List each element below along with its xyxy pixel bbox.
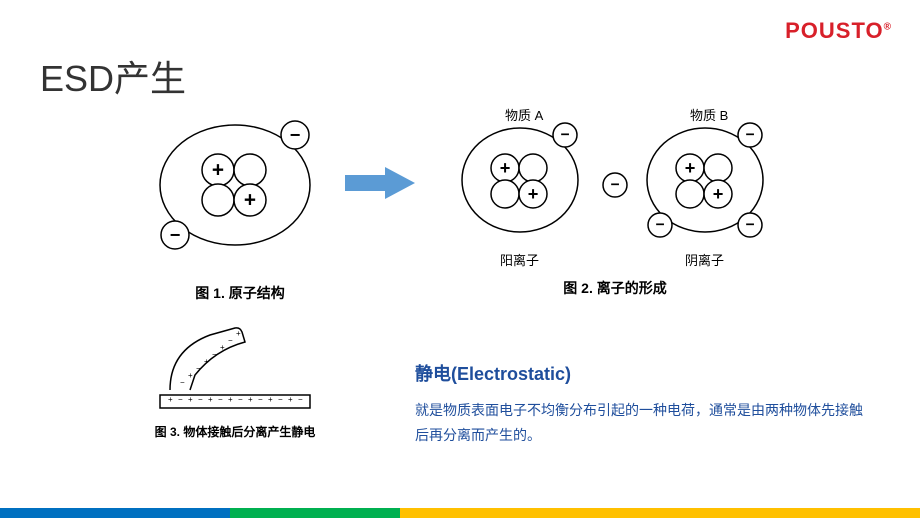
svg-text:−: − — [560, 127, 569, 144]
svg-text:−: − — [228, 336, 233, 345]
svg-text:+: + — [188, 395, 193, 404]
svg-text:+: + — [685, 158, 696, 178]
description-body: 就是物质表面电子不均衡分布引起的一种电荷，通常是由两种物体先接触后再分离而产生的… — [415, 398, 865, 448]
svg-text:物质 A: 物质 A — [505, 108, 544, 123]
svg-text:+: + — [208, 395, 213, 404]
contact-diagram: +−+−+−+−+−+−+−−+−+−+−+ — [140, 320, 330, 415]
figure-3-caption: 图 3. 物体接触后分离产生静电 — [140, 423, 330, 440]
svg-text:+: + — [228, 395, 233, 404]
arrow-icon — [345, 165, 415, 201]
page-title: ESD产生 — [40, 50, 186, 102]
svg-text:−: − — [180, 378, 185, 387]
svg-text:阳离子: 阳离子 — [500, 253, 539, 268]
svg-text:物质 B: 物质 B — [690, 108, 728, 123]
svg-text:−: − — [178, 395, 183, 404]
ion-diagram: 物质 A 物质 B + + − − + + − − − 阳离子 阴离子 — [445, 100, 785, 270]
bar-segment-3 — [400, 508, 920, 518]
svg-text:+: + — [168, 395, 173, 404]
svg-text:+: + — [500, 158, 511, 178]
figure-1-atom-structure: + + − − 图 1. 原子结构 — [140, 110, 340, 303]
logo-text: POUSTO — [785, 18, 884, 43]
figure-2-caption: 图 2. 离子的形成 — [445, 278, 785, 298]
svg-text:+: + — [212, 159, 224, 182]
svg-text:+: + — [236, 329, 241, 338]
svg-text:+: + — [188, 371, 193, 380]
figure-3-contact-separation: +−+−+−+−+−+−+−−+−+−+−+ 图 3. 物体接触后分离产生静电 — [140, 320, 330, 440]
svg-text:−: − — [218, 395, 223, 404]
svg-text:+: + — [204, 357, 209, 366]
svg-text:−: − — [196, 364, 201, 373]
svg-text:−: − — [238, 395, 243, 404]
atom-diagram: + + − − — [140, 110, 340, 275]
svg-text:+: + — [248, 395, 253, 404]
svg-text:−: − — [610, 177, 619, 194]
svg-text:−: − — [655, 217, 664, 234]
figure-1-caption: 图 1. 原子结构 — [140, 283, 340, 303]
bottom-accent-bar — [0, 508, 920, 518]
bar-segment-1 — [0, 508, 230, 518]
figure-2-ion-formation: 物质 A 物质 B + + − − + + − − − 阳离子 阴离子 图 2. 离子的… — [445, 100, 785, 298]
svg-text:−: − — [198, 395, 203, 404]
svg-text:−: − — [258, 395, 263, 404]
description-title: 静电(Electrostatic) — [415, 360, 865, 386]
svg-text:+: + — [528, 184, 539, 204]
svg-text:+: + — [244, 189, 256, 212]
svg-text:−: − — [278, 395, 283, 404]
svg-text:−: − — [212, 350, 217, 359]
svg-text:+: + — [713, 184, 724, 204]
svg-text:+: + — [268, 395, 273, 404]
svg-text:+: + — [220, 343, 225, 352]
svg-text:−: − — [298, 395, 303, 404]
brand-logo: POUSTO® — [785, 18, 892, 44]
svg-text:−: − — [745, 127, 754, 144]
bar-segment-2 — [230, 508, 400, 518]
svg-text:−: − — [170, 225, 181, 245]
svg-text:−: − — [290, 125, 301, 145]
svg-text:阴离子: 阴离子 — [685, 253, 724, 268]
logo-reg: ® — [884, 22, 892, 33]
svg-text:+: + — [288, 395, 293, 404]
description-block: 静电(Electrostatic) 就是物质表面电子不均衡分布引起的一种电荷，通… — [415, 360, 865, 448]
svg-text:−: − — [745, 217, 754, 234]
